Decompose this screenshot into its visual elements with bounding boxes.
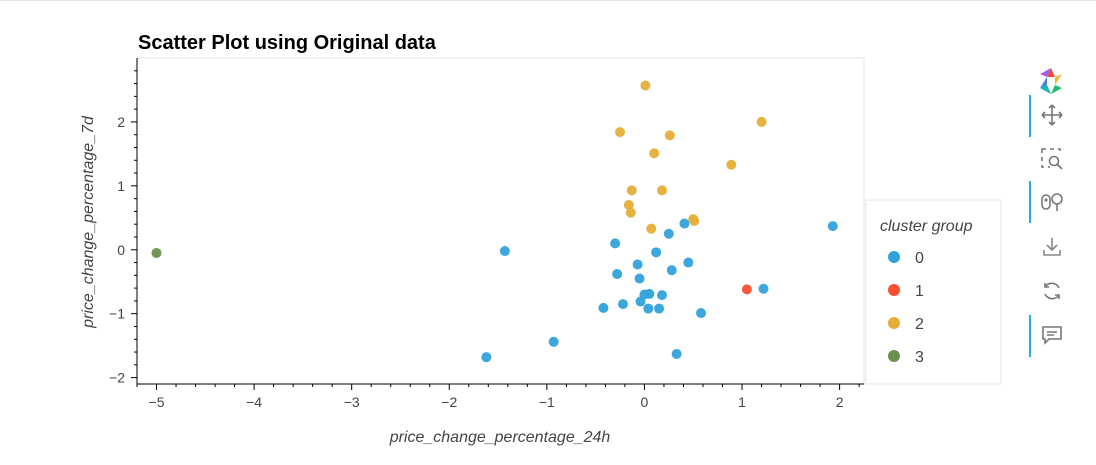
- pan-tool[interactable]: [1026, 95, 1074, 137]
- pan-icon: [1041, 104, 1063, 126]
- x-tick-label: −3: [344, 394, 360, 410]
- x-tick-label: −2: [441, 394, 457, 410]
- data-point-cluster-2: [726, 159, 737, 170]
- active-indicator: [1029, 95, 1031, 137]
- y-tick-label: −2: [109, 370, 125, 386]
- data-point-cluster-2: [625, 207, 636, 218]
- box-zoom-tool[interactable]: [1026, 139, 1074, 179]
- hover-tool[interactable]: [1026, 181, 1074, 223]
- data-point-cluster-0: [481, 352, 492, 363]
- y-tick-label: 1: [117, 178, 125, 194]
- data-point-cluster-2: [756, 116, 767, 127]
- legend: cluster group 0 1 2 3: [865, 199, 1002, 385]
- x-tick-label: −1: [539, 394, 555, 410]
- legend-label: 3: [915, 349, 924, 366]
- comment-tool[interactable]: [1026, 315, 1074, 357]
- chart-title: Scatter Plot using Original data: [138, 32, 437, 54]
- legend-swatch: [888, 350, 900, 362]
- data-point-cluster-0: [548, 336, 559, 347]
- plot-toolbar: [1026, 56, 1076, 366]
- x-tick-label: 1: [738, 394, 746, 410]
- data-point-cluster-2: [623, 200, 634, 211]
- data-point-cluster-2: [646, 223, 657, 234]
- x-tick-label: 2: [836, 394, 844, 410]
- legend-swatch: [888, 251, 900, 263]
- save-icon: [1043, 238, 1061, 256]
- x-axis-label: price_change_percentage_24h: [389, 429, 611, 446]
- data-point-cluster-2: [626, 185, 637, 196]
- reset-tool[interactable]: [1026, 271, 1074, 311]
- legend-swatch: [888, 317, 900, 329]
- data-point-cluster-0: [827, 221, 838, 232]
- reset-icon: [1044, 282, 1060, 300]
- data-point-cluster-0: [598, 302, 609, 313]
- y-tick-label: 2: [117, 114, 125, 130]
- data-point-cluster-3: [151, 247, 162, 258]
- data-point-cluster-0: [651, 247, 662, 258]
- data-point-cluster-0: [657, 290, 668, 301]
- data-point-cluster-2: [615, 127, 626, 138]
- top-divider: [0, 0, 1096, 1]
- legend-label: 0: [915, 250, 924, 267]
- data-point-cluster-2: [664, 130, 675, 141]
- data-point-cluster-0: [632, 259, 643, 270]
- data-point-cluster-2: [689, 216, 700, 226]
- active-indicator: [1029, 315, 1031, 357]
- legend-label: 1: [915, 283, 924, 300]
- data-point-cluster-0: [634, 273, 645, 284]
- y-tick-label: −1: [109, 306, 125, 322]
- data-point-cluster-0: [671, 348, 682, 359]
- legend-label: 2: [915, 316, 924, 333]
- legend-swatch: [888, 284, 900, 296]
- data-point-cluster-1: [741, 284, 752, 295]
- data-point-cluster-0: [617, 299, 628, 310]
- data-point-cluster-2: [640, 80, 651, 91]
- plot-area-border: [136, 57, 865, 385]
- data-point-cluster-0: [499, 246, 510, 257]
- box-zoom-icon: [1041, 148, 1063, 170]
- data-point-cluster-0: [679, 218, 690, 229]
- data-point-cluster-0: [696, 308, 707, 319]
- save-tool[interactable]: [1026, 227, 1074, 267]
- x-tick-label: 0: [641, 394, 649, 410]
- y-axis-label: price_change_percentage_7d: [80, 115, 97, 329]
- x-tick-label: −5: [149, 394, 165, 410]
- data-points: [151, 80, 838, 363]
- active-indicator: [1029, 181, 1031, 223]
- data-point-cluster-0: [654, 303, 665, 314]
- data-point-cluster-0: [610, 238, 621, 249]
- data-point-cluster-0: [644, 288, 655, 299]
- hover-icon: [1041, 193, 1063, 211]
- data-point-cluster-0: [758, 283, 769, 294]
- y-tick-label: 0: [117, 242, 125, 258]
- axes: −5 −4 −3 −2 −1 0 1 2 −2 −1 0 1 2: [109, 58, 864, 410]
- data-point-cluster-2: [649, 148, 660, 159]
- data-point-cluster-0: [683, 257, 694, 268]
- plot-frame: [136, 57, 865, 385]
- data-point-cluster-0: [666, 265, 677, 276]
- data-point-cluster-0: [612, 269, 623, 280]
- legend-title: cluster group: [880, 218, 973, 235]
- data-point-cluster-0: [643, 303, 654, 314]
- x-tick-label: −4: [246, 394, 262, 410]
- data-point-cluster-2: [657, 185, 668, 196]
- data-point-cluster-0: [663, 228, 674, 239]
- comment-icon: [1042, 326, 1062, 345]
- bokeh-logo-icon[interactable]: [1026, 56, 1074, 96]
